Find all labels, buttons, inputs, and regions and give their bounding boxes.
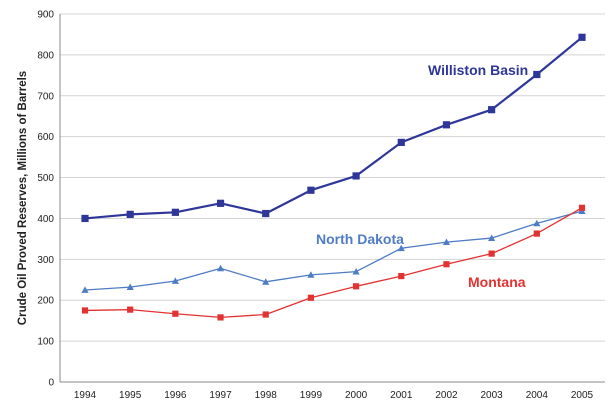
series-montana bbox=[81, 204, 586, 321]
series-label-montana: Montana bbox=[468, 274, 526, 290]
series-label-williston-basin: Williston Basin bbox=[428, 62, 528, 78]
axes bbox=[59, 14, 605, 383]
data-point bbox=[307, 271, 315, 278]
x-tick-label: 1999 bbox=[300, 390, 323, 401]
y-tick-label: 800 bbox=[37, 50, 54, 61]
data-point bbox=[352, 268, 360, 275]
data-point bbox=[126, 283, 134, 291]
x-tick-label: 2000 bbox=[345, 390, 368, 401]
data-point bbox=[172, 310, 179, 317]
data-point bbox=[397, 244, 405, 252]
data-point bbox=[307, 186, 315, 194]
data-point bbox=[488, 234, 496, 241]
x-tick-label: 2002 bbox=[435, 390, 458, 401]
data-point bbox=[216, 199, 225, 207]
y-tick-labels: 0 100 200 300 400 500 600 700 800 900 bbox=[37, 10, 54, 389]
y-tick-label: 900 bbox=[37, 10, 54, 21]
x-tick-label: 2001 bbox=[390, 390, 413, 401]
series-group bbox=[81, 33, 586, 321]
x-tick-label: 2004 bbox=[526, 390, 549, 401]
data-point bbox=[442, 238, 451, 246]
gridlines bbox=[60, 13, 605, 342]
y-tick-label: 700 bbox=[37, 91, 54, 102]
data-point bbox=[488, 250, 495, 257]
data-point bbox=[488, 106, 496, 114]
data-point bbox=[217, 314, 224, 321]
data-point bbox=[352, 172, 360, 180]
y-tick-label: 600 bbox=[37, 132, 54, 143]
series-line-montana bbox=[84, 207, 583, 319]
series-williston-basin bbox=[81, 33, 586, 223]
x-tick-label: 1998 bbox=[255, 390, 278, 401]
data-point bbox=[81, 286, 89, 293]
data-point bbox=[171, 208, 179, 216]
data-point bbox=[533, 230, 540, 237]
y-tick-label: 0 bbox=[48, 378, 54, 389]
data-point bbox=[533, 70, 541, 79]
x-tick-label: 1995 bbox=[119, 390, 142, 401]
data-point bbox=[81, 307, 89, 314]
data-point bbox=[81, 214, 89, 223]
data-point bbox=[126, 210, 134, 218]
series-line-williston-basin bbox=[84, 36, 583, 220]
data-point bbox=[127, 306, 134, 313]
data-point bbox=[578, 33, 586, 41]
x-tick-label: 2003 bbox=[481, 390, 504, 401]
series-line-north-dakota bbox=[84, 210, 583, 291]
series-label-north-dakota: North Dakota bbox=[316, 231, 404, 247]
data-point bbox=[443, 261, 450, 268]
x-tick-label: 2005 bbox=[571, 390, 594, 401]
data-point bbox=[352, 283, 360, 290]
y-tick-label: 500 bbox=[37, 173, 54, 184]
data-point bbox=[262, 278, 270, 285]
series-north-dakota bbox=[81, 207, 586, 293]
y-tick-label: 200 bbox=[37, 296, 54, 307]
x-tick-label: 1996 bbox=[164, 390, 187, 401]
y-tick-label: 100 bbox=[37, 337, 54, 348]
y-axis-label: Crude Oil Proved Reserves, Millions of B… bbox=[17, 71, 29, 325]
data-point bbox=[307, 294, 315, 301]
y-tick-label: 400 bbox=[37, 214, 54, 225]
data-point bbox=[442, 121, 451, 129]
data-point bbox=[397, 138, 405, 146]
data-point bbox=[578, 204, 586, 211]
data-point bbox=[398, 272, 405, 280]
data-point bbox=[533, 219, 541, 227]
x-tick-labels: 1994 1995 1996 1997 1998 1999 2000 2001 2002 2003… bbox=[74, 390, 594, 401]
x-tick-label: 1994 bbox=[74, 390, 97, 401]
data-point bbox=[216, 264, 225, 272]
data-point bbox=[171, 277, 179, 284]
data-point bbox=[262, 209, 270, 218]
y-tick-label: 300 bbox=[37, 255, 54, 266]
data-point bbox=[262, 311, 269, 318]
x-tick-label: 1997 bbox=[209, 390, 232, 401]
